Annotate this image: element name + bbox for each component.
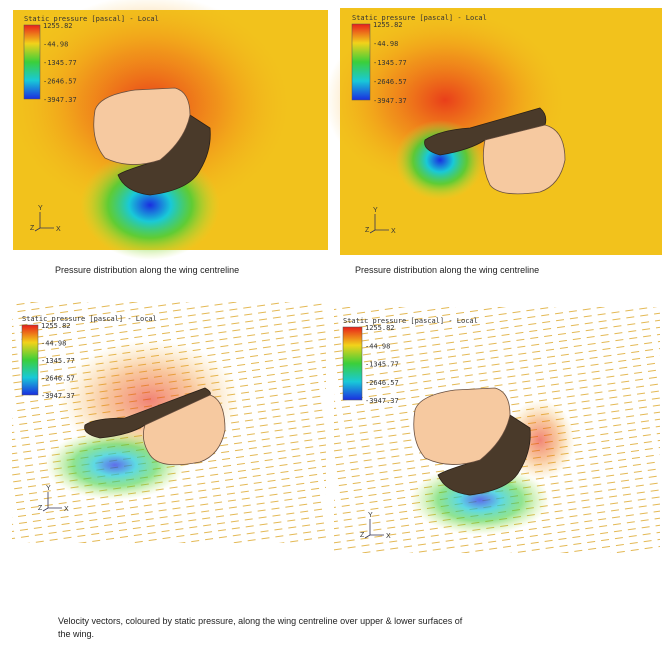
colorbar-label: -3947.37 xyxy=(43,96,77,104)
colorbar-label: -2646.57 xyxy=(41,375,75,383)
axis-label: Z xyxy=(30,225,35,232)
colorbar-label: 1255.82 xyxy=(365,324,395,332)
colorbar-label: -3947.37 xyxy=(365,397,399,405)
colorbar-label: 1255.82 xyxy=(43,22,73,30)
axis-label: Y xyxy=(46,485,51,492)
colorbar-label: -2646.57 xyxy=(43,78,77,86)
axis-label: Z xyxy=(38,505,43,512)
colorbar-label: -1345.77 xyxy=(373,59,407,67)
caption-2: Pressure distribution along the wing cen… xyxy=(355,265,539,275)
axis-label: X xyxy=(386,533,391,540)
axis-label: X xyxy=(391,228,396,235)
colorbar xyxy=(24,25,40,99)
colorbar-label: -2646.57 xyxy=(373,78,407,86)
colorbar-label: -44.98 xyxy=(373,40,398,48)
axis-label: Y xyxy=(38,205,43,212)
axis-label: Y xyxy=(373,207,378,214)
colorbar-label: -3947.37 xyxy=(41,392,75,400)
cfd-panel: Static pressure [pascal] - Local1255.82-… xyxy=(10,300,328,545)
axis-label: X xyxy=(64,506,69,513)
colorbar-label: -44.98 xyxy=(41,340,66,348)
legend-title: Static pressure [pascal] - Local xyxy=(343,317,478,325)
panel-caption: Pressure distribution along the wing cen… xyxy=(55,265,239,275)
axis-label: Z xyxy=(365,227,370,234)
colorbar-label: -2646.57 xyxy=(365,379,399,387)
colorbar-label: 1255.82 xyxy=(41,322,71,330)
colorbar-label: -1345.77 xyxy=(41,357,75,365)
colorbar xyxy=(343,327,362,400)
cfd-panel: Static pressure [pascal] - Local1255.82-… xyxy=(325,8,662,255)
colorbar-label: 1255.82 xyxy=(373,21,403,29)
cfd-panel: Static pressure [pascal] - Local1255.82-… xyxy=(10,0,328,260)
axis-label: Y xyxy=(368,512,373,519)
axis-label: Z xyxy=(360,532,365,539)
axis-label: X xyxy=(56,226,61,233)
colorbar xyxy=(352,24,370,100)
colorbar-label: -1345.77 xyxy=(43,59,77,67)
figure-caption-line: Velocity vectors, coloured by static pre… xyxy=(58,616,463,626)
figure: Pressure distribution along the wing cen… xyxy=(0,0,671,649)
colorbar-label: -1345.77 xyxy=(365,361,399,369)
caption-1: Pressure distribution along the wing cen… xyxy=(55,265,239,275)
colorbar-label: -3947.37 xyxy=(373,97,407,105)
colorbar-label: -44.98 xyxy=(365,342,390,350)
colorbar-label: -44.98 xyxy=(43,41,68,49)
colorbar xyxy=(22,325,38,395)
panel-caption: Pressure distribution along the wing cen… xyxy=(355,265,539,275)
figure-caption-line: the wing. xyxy=(58,629,94,639)
